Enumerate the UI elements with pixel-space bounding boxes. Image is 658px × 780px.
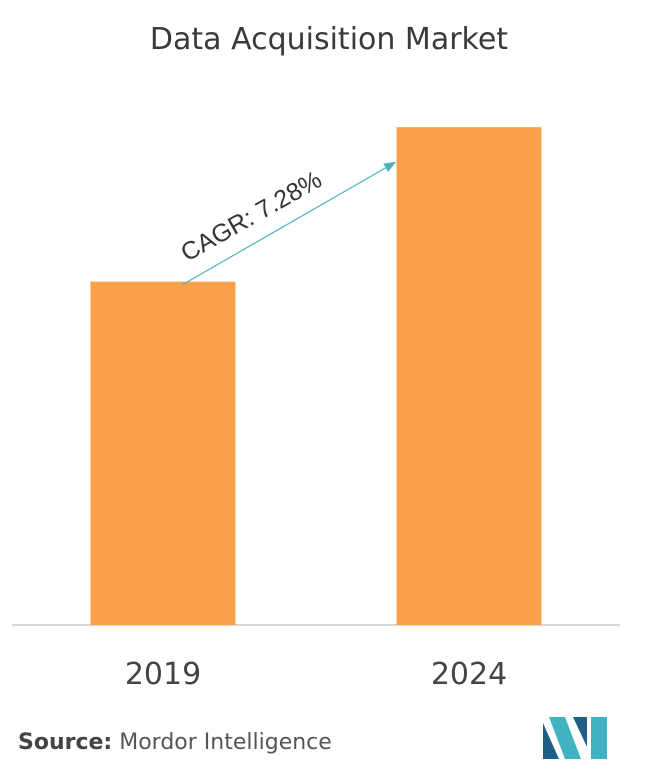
bar-2024 <box>396 127 542 626</box>
source-label: Source: <box>18 730 113 755</box>
x-tick-label-2019: 2019 <box>125 657 201 692</box>
chart-title: Data Acquisition Market <box>149 22 509 57</box>
mordor-logo-icon <box>543 717 607 759</box>
cagr-label: CAGR: 7.28% <box>176 166 326 268</box>
source-value: Mordor Intelligence <box>119 730 332 755</box>
cagr-arrow <box>181 161 397 286</box>
source-line: Source: Mordor Intelligence <box>18 730 332 755</box>
bar-2019 <box>90 281 236 625</box>
x-tick-label-2024: 2024 <box>431 657 507 692</box>
cagr-annotation: CAGR: 7.28% <box>176 161 397 286</box>
